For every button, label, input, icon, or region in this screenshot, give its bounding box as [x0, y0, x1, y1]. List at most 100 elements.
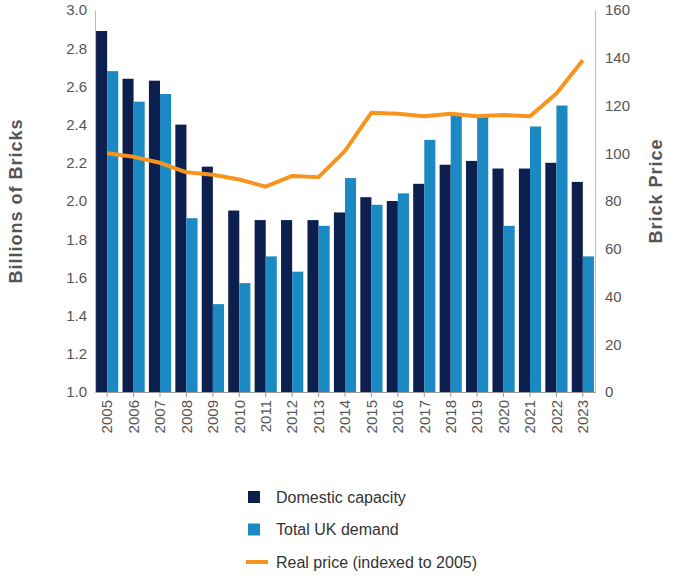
tick-label: 2.6	[66, 78, 87, 95]
tick-mark	[450, 392, 451, 397]
tick: 2008	[178, 392, 195, 433]
tick-label: 140	[605, 49, 630, 66]
tick: 2016	[389, 392, 406, 433]
legend-entry: Total UK demand	[248, 521, 399, 538]
bar	[387, 201, 398, 392]
tick: 1.0	[66, 383, 95, 400]
tick: 1.8	[66, 231, 95, 248]
y2-axis: 020406080100120140160	[595, 1, 630, 400]
bar-series	[96, 31, 583, 392]
chart: 1.01.21.41.61.82.02.22.42.62.83.00204060…	[0, 0, 676, 587]
tick-label: 2019	[468, 400, 485, 433]
tick: 2013	[310, 392, 327, 433]
bar	[122, 79, 133, 392]
tick: 100	[595, 145, 630, 162]
tick: 0	[595, 383, 613, 400]
tick-mark	[424, 392, 425, 397]
legend-entry: Real price (indexed to 2005)	[246, 554, 477, 571]
bar	[175, 125, 186, 392]
bar	[186, 218, 197, 392]
tick: 2007	[151, 392, 168, 433]
tick-label: 40	[605, 288, 622, 305]
tick: 2012	[283, 392, 300, 433]
tick-mark	[292, 392, 293, 397]
tick-mark	[212, 392, 213, 397]
tick-label: 2012	[283, 400, 300, 433]
tick: 2009	[204, 392, 221, 433]
tick-label: 2016	[389, 400, 406, 433]
tick: 2020	[495, 392, 512, 433]
legend-label: Real price (indexed to 2005)	[276, 554, 477, 571]
tick-mark	[556, 392, 557, 397]
bar	[239, 283, 250, 392]
bar	[545, 163, 556, 392]
bar	[307, 220, 318, 392]
bar	[281, 220, 292, 392]
tick-label: 2006	[125, 400, 142, 433]
tick: 2011	[257, 392, 274, 432]
tick-label: 1.2	[66, 345, 87, 362]
tick-label: 2.0	[66, 192, 87, 209]
bar	[583, 256, 594, 392]
tick-mark	[239, 392, 240, 397]
y-axis-title: Billions of Bricks	[6, 118, 26, 283]
bar	[228, 211, 239, 392]
bar	[360, 197, 371, 392]
tick: 2014	[336, 392, 353, 433]
bar	[107, 71, 118, 392]
legend-label: Total UK demand	[276, 521, 399, 538]
tick-mark	[371, 392, 372, 397]
tick-label: 2013	[310, 400, 327, 433]
tick-label: 2015	[363, 400, 380, 433]
tick-label: 2018	[442, 400, 459, 433]
tick: 2.8	[66, 40, 95, 57]
axis-line	[95, 11, 96, 393]
bar	[319, 226, 330, 392]
tick: 2018	[442, 392, 459, 433]
tick-label: 2022	[548, 400, 565, 433]
tick-label: 2005	[98, 400, 115, 433]
bar	[530, 127, 541, 392]
tick-mark	[397, 392, 398, 397]
bar	[292, 272, 303, 392]
tick-label: 60	[605, 240, 622, 257]
legend-swatch	[248, 491, 260, 503]
tick-label: 2009	[204, 400, 221, 433]
tick: 2022	[548, 392, 565, 433]
bar	[519, 169, 530, 392]
legend-label: Domestic capacity	[276, 489, 406, 506]
tick: 2015	[363, 392, 380, 433]
tick-label: 2.4	[66, 116, 87, 133]
tick: 20	[595, 336, 622, 353]
tick: 160	[595, 1, 630, 18]
bar	[413, 184, 424, 392]
tick-label: 2011	[257, 400, 274, 432]
tick: 2.6	[66, 78, 95, 95]
legend: Domestic capacity Total UK demand Real pri…	[246, 489, 477, 571]
price-line	[107, 60, 583, 187]
bar	[134, 102, 145, 392]
tick-label: 2014	[336, 400, 353, 433]
tick-label: 1.6	[66, 269, 87, 286]
bar	[96, 31, 107, 392]
tick-label: 2023	[574, 400, 591, 433]
tick-mark	[133, 392, 134, 397]
tick-label: 2007	[151, 400, 168, 433]
bar	[572, 182, 583, 392]
bar	[345, 178, 356, 392]
tick-mark	[318, 392, 319, 397]
tick: 3.0	[66, 1, 95, 18]
tick: 2010	[231, 392, 248, 433]
tick: 1.6	[66, 269, 95, 286]
tick-label: 2020	[495, 400, 512, 433]
legend-swatch	[246, 560, 268, 564]
tick-mark	[160, 392, 161, 397]
bar	[504, 226, 515, 392]
tick: 2019	[468, 392, 485, 433]
tick-mark	[582, 392, 583, 397]
tick: 60	[595, 240, 622, 257]
legend-entry: Domestic capacity	[248, 489, 406, 506]
tick-label: 100	[605, 145, 630, 162]
tick-label: 2017	[416, 400, 433, 433]
tick-label: 3.0	[66, 1, 87, 18]
